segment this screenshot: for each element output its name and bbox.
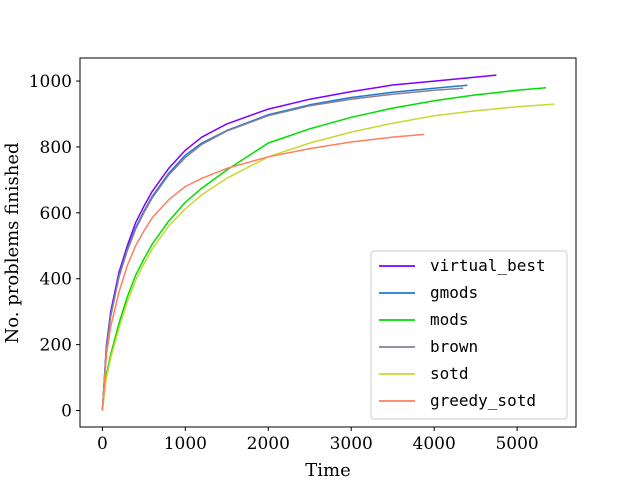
x-tick-label: 5000 [495, 434, 538, 454]
series-layer [101, 74, 555, 411]
legend-label-virtual-best: virtual_best [430, 256, 546, 275]
y-axis-label: No. problems finished [2, 143, 23, 344]
legend-label-gmods: gmods [430, 283, 478, 302]
series-line-sotd [101, 103, 555, 411]
legend-label-sotd: sotd [430, 364, 469, 383]
x-tick-label: 3000 [330, 434, 373, 454]
y-tick-label: 800 [40, 138, 72, 158]
y-axis-ticks: 0 200 400 600 800 1000 [29, 72, 80, 422]
y-tick-label: 400 [40, 270, 72, 290]
x-tick-label: 4000 [413, 434, 456, 454]
y-tick-label: 600 [40, 204, 72, 224]
series-line-mods [101, 86, 547, 411]
legend-label-mods: mods [430, 310, 469, 329]
y-tick-label: 0 [61, 402, 72, 422]
legend-label-greedy-sotd: greedy_sotd [430, 391, 536, 410]
y-tick-label: 1000 [29, 72, 72, 92]
x-tick-label: 1000 [164, 434, 207, 454]
legend-label-brown: brown [430, 337, 478, 356]
x-axis-ticks: 0 1000 2000 3000 4000 5000 [97, 427, 539, 454]
x-tick-label: 2000 [247, 434, 290, 454]
series-line-virtual-best [101, 74, 497, 411]
x-axis-label: Time [305, 460, 350, 480]
x-tick-label: 0 [97, 434, 108, 454]
y-tick-label: 200 [40, 336, 72, 356]
legend-box [370, 250, 568, 420]
series-line-brown [101, 87, 464, 411]
series-line-greedy-sotd [101, 133, 425, 411]
